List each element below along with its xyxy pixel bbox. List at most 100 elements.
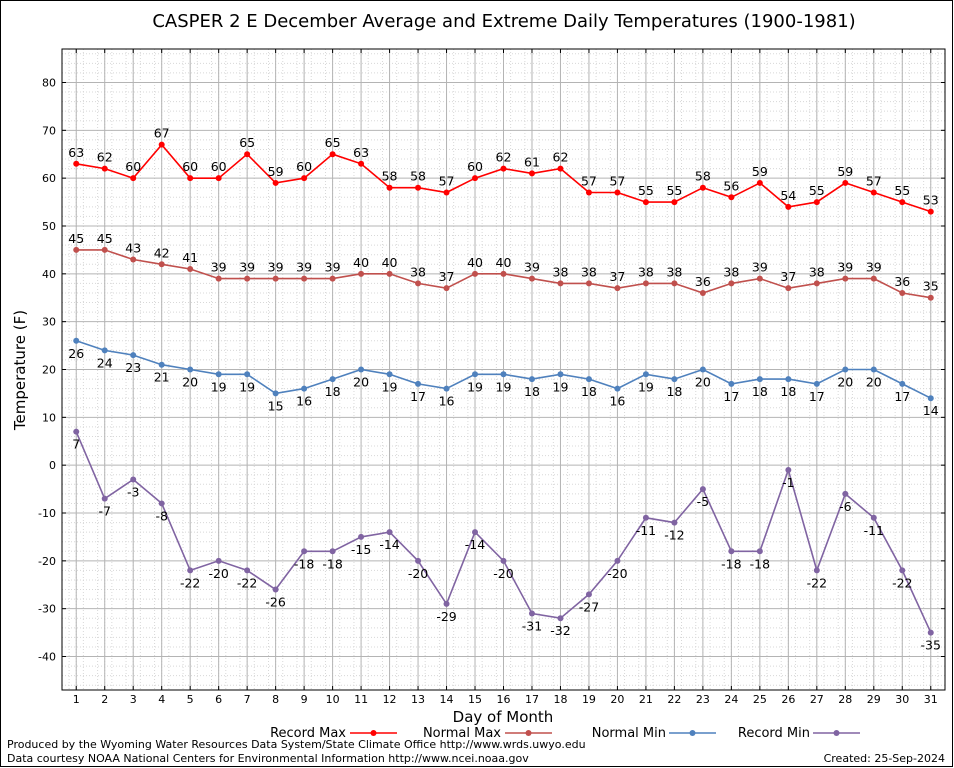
data-point — [557, 165, 564, 172]
chart-title: CASPER 2 E December Average and Extreme … — [152, 11, 855, 32]
data-point — [642, 199, 649, 206]
data-label: 20 — [837, 375, 853, 390]
x-tick-label: 20 — [610, 693, 624, 706]
data-point — [215, 557, 222, 564]
data-point — [585, 376, 592, 383]
data-point — [329, 275, 336, 282]
data-point — [215, 371, 222, 378]
data-point — [472, 371, 479, 378]
data-label: 56 — [723, 178, 739, 193]
data-label: 20 — [353, 375, 369, 390]
data-point — [728, 194, 735, 201]
data-point — [386, 270, 393, 277]
data-label: 61 — [524, 154, 540, 169]
data-label: 38 — [581, 264, 597, 279]
y-tick-label: 60 — [42, 172, 56, 185]
data-point — [500, 371, 507, 378]
data-point — [73, 160, 80, 167]
data-point — [500, 165, 507, 172]
data-label: 39 — [524, 260, 540, 275]
x-tick-label: 30 — [895, 693, 909, 706]
data-point — [215, 275, 222, 282]
y-tick-label: 50 — [42, 220, 56, 233]
data-point — [699, 184, 706, 191]
data-label: 19 — [382, 379, 398, 394]
data-point — [927, 395, 934, 402]
data-label: 38 — [723, 264, 739, 279]
data-point — [301, 275, 308, 282]
data-point — [301, 175, 308, 182]
data-label: 16 — [439, 394, 455, 409]
data-label: -22 — [180, 575, 200, 590]
data-label: 18 — [780, 384, 796, 399]
data-point — [671, 376, 678, 383]
data-point — [785, 285, 792, 292]
data-label: 59 — [752, 164, 768, 179]
data-point — [842, 490, 849, 497]
data-label: 14 — [923, 403, 939, 418]
x-tick-label: 19 — [582, 693, 596, 706]
data-point — [329, 151, 336, 158]
data-label: -5 — [697, 494, 709, 509]
x-tick-label: 28 — [838, 693, 852, 706]
data-label: 45 — [97, 231, 113, 246]
data-point — [158, 361, 165, 368]
data-label: -18 — [294, 556, 314, 571]
data-label: -7 — [98, 504, 110, 519]
data-label: -35 — [921, 638, 941, 653]
legend-label: Record Max — [270, 726, 346, 741]
data-label: 40 — [496, 255, 512, 270]
data-point — [614, 385, 621, 392]
data-point — [756, 275, 763, 282]
data-point — [671, 519, 678, 526]
data-point — [130, 352, 137, 359]
y-tick-label: -20 — [38, 555, 56, 568]
data-label: 23 — [125, 360, 141, 375]
footer-credit-line-1: Produced by the Wyoming Water Resources … — [7, 738, 586, 751]
data-label: 24 — [97, 355, 113, 370]
data-label: -8 — [155, 508, 168, 523]
data-label: 16 — [296, 394, 312, 409]
data-label: 62 — [97, 150, 113, 165]
x-tick-label: 3 — [130, 693, 137, 706]
data-point — [585, 189, 592, 196]
data-point — [671, 280, 678, 287]
y-tick-label: 80 — [42, 76, 56, 89]
data-point — [415, 557, 422, 564]
data-point — [528, 170, 535, 177]
data-label: -20 — [493, 566, 513, 581]
data-point — [813, 280, 820, 287]
data-point — [244, 567, 251, 574]
x-tick-label: 1 — [73, 693, 80, 706]
data-label: 58 — [695, 169, 711, 184]
data-label: 57 — [439, 174, 455, 189]
data-point — [528, 275, 535, 282]
data-point — [443, 385, 450, 392]
data-label: 60 — [467, 159, 483, 174]
data-label: 39 — [752, 260, 768, 275]
data-label: -18 — [721, 556, 741, 571]
data-label: 38 — [553, 264, 569, 279]
data-point — [528, 376, 535, 383]
y-tick-label: -10 — [38, 507, 56, 520]
data-point — [215, 175, 222, 182]
data-label: 35 — [923, 279, 939, 294]
legend-item: Normal Max — [423, 726, 552, 741]
legend-marker — [833, 730, 840, 736]
data-point — [301, 385, 308, 392]
data-label: 17 — [894, 389, 910, 404]
data-label: -11 — [636, 523, 656, 538]
legend-label: Normal Min — [592, 726, 666, 741]
data-label: -14 — [379, 537, 399, 552]
data-label: 38 — [638, 264, 654, 279]
data-label: 18 — [524, 384, 540, 399]
y-tick-label: 20 — [42, 364, 56, 377]
data-label: 17 — [809, 389, 825, 404]
data-point — [443, 285, 450, 292]
data-point — [756, 548, 763, 555]
legend: Record Max Normal Max Normal Min Record Min — [270, 726, 860, 741]
data-point — [557, 280, 564, 287]
data-point — [130, 256, 137, 263]
data-label: 37 — [609, 269, 625, 284]
x-tick-label: 25 — [753, 693, 767, 706]
